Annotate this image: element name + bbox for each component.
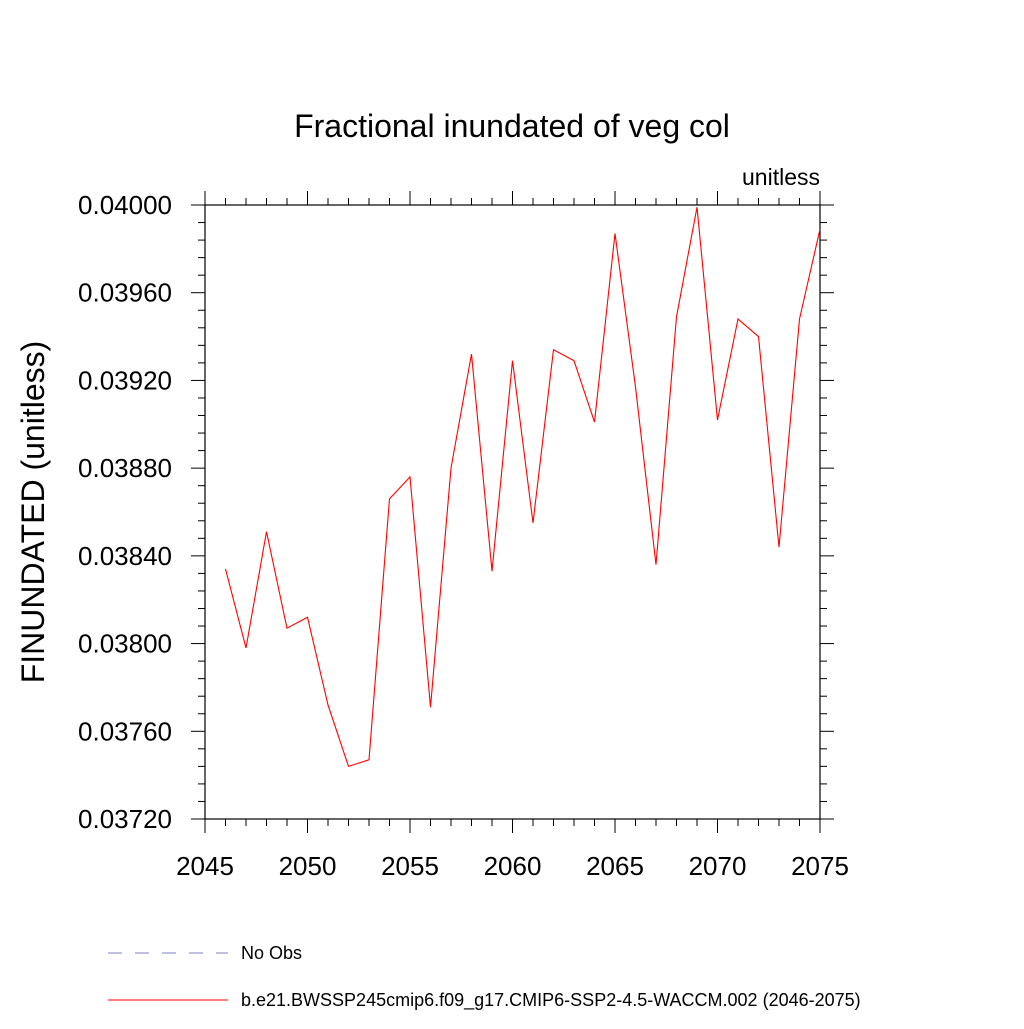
y-axis-label: FINUNDATED (unitless) bbox=[15, 341, 51, 684]
x-tick-label: 2075 bbox=[791, 851, 849, 881]
units-label: unitless bbox=[742, 164, 820, 190]
x-tick-label: 2055 bbox=[381, 851, 439, 881]
legend-no-obs-label: No Obs bbox=[241, 943, 302, 963]
y-tick-label: 0.03960 bbox=[78, 278, 172, 308]
y-tick-label: 0.03840 bbox=[78, 541, 172, 571]
data-series-line bbox=[224, 207, 821, 768]
y-tick-label: 0.04000 bbox=[78, 190, 172, 220]
x-tick-label: 2045 bbox=[176, 851, 234, 881]
y-tick-label: 0.03720 bbox=[78, 804, 172, 834]
plot-frame bbox=[204, 204, 821, 820]
chart-title: Fractional inundated of veg col bbox=[294, 108, 730, 144]
x-tick-label: 2065 bbox=[586, 851, 644, 881]
y-tick-label: 0.03760 bbox=[78, 716, 172, 746]
x-tick-label: 2050 bbox=[279, 851, 337, 881]
y-tick-label: 0.03800 bbox=[78, 629, 172, 659]
y-tick-label: 0.03920 bbox=[78, 365, 172, 395]
legend-series-label: b.e21.BWSSP245cmip6.f09_g17.CMIP6-SSP2-4… bbox=[241, 990, 861, 1011]
x-tick-label: 2070 bbox=[689, 851, 747, 881]
x-tick-label: 2060 bbox=[484, 851, 542, 881]
y-tick-label: 0.03880 bbox=[78, 453, 172, 483]
